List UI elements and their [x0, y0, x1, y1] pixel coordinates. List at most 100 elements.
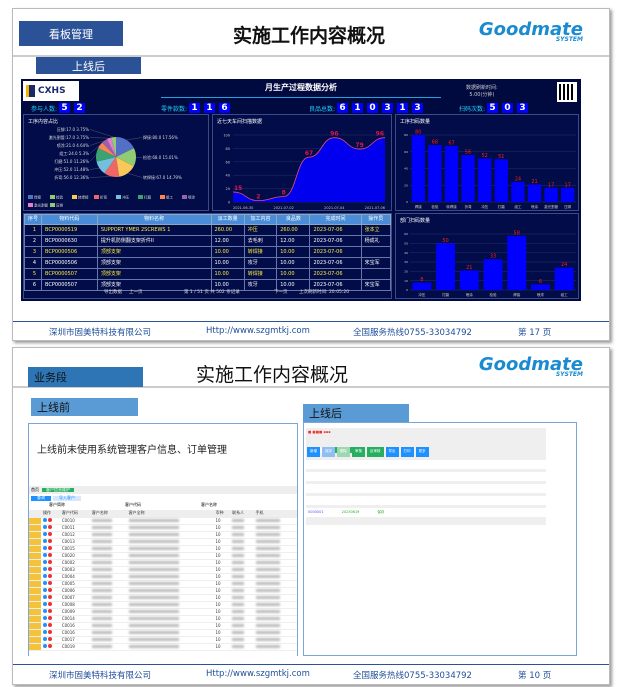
bar[interactable] — [511, 181, 525, 202]
edit-icon[interactable] — [43, 574, 47, 578]
order-row[interactable]: 0000001 20230619 保存 — [306, 508, 546, 517]
legend-label[interactable]: 折弯 — [100, 195, 107, 200]
table-row[interactable]: C0009 10 — [29, 608, 297, 616]
pie-slice[interactable] — [116, 137, 134, 157]
table-row[interactable]: C0016 10 — [29, 629, 297, 637]
delete-icon[interactable] — [48, 644, 53, 648]
bar[interactable] — [544, 187, 558, 202]
edit-icon[interactable] — [43, 595, 47, 599]
legend-swatch[interactable] — [50, 203, 55, 207]
edit-icon[interactable] — [43, 525, 47, 529]
pie-slice[interactable] — [96, 147, 116, 162]
legend-swatch[interactable] — [160, 195, 165, 199]
bar[interactable] — [461, 155, 475, 202]
delete-icon[interactable] — [48, 637, 53, 641]
table-row[interactable]: 3 BCP0000506 顶部支架 10.00 转焊接 10.00 2023-07-06 — [23, 246, 392, 258]
edit-icon[interactable] — [43, 602, 47, 606]
table-row[interactable]: C0004 10 — [29, 573, 297, 581]
row-actions[interactable] — [41, 531, 60, 539]
table-row[interactable]: 2 BCP0000630 提升机防侧翻支架折件II 12.00 去毛刺 12.00 2023… — [23, 235, 392, 247]
table-row[interactable]: C0007 10 — [29, 594, 297, 602]
pie-slice[interactable] — [104, 157, 120, 177]
delete-icon[interactable] — [48, 539, 53, 543]
row-actions[interactable] — [41, 643, 60, 651]
legend-swatch[interactable] — [116, 195, 121, 199]
toolbar-button[interactable]: 新增 — [307, 447, 320, 457]
row-actions[interactable] — [41, 566, 60, 574]
row-actions[interactable] — [41, 524, 60, 532]
bar[interactable] — [411, 135, 425, 202]
legend-label[interactable]: 焊接 — [34, 195, 41, 200]
edit-icon[interactable] — [43, 616, 47, 620]
bar[interactable] — [428, 145, 442, 202]
legend-swatch[interactable] — [50, 195, 55, 199]
bar[interactable] — [494, 159, 508, 202]
toolbar-button[interactable]: 反审核 — [367, 447, 384, 457]
table-row[interactable]: C0013 10 — [29, 538, 297, 546]
row-checkbox[interactable] — [29, 559, 41, 567]
legend-label[interactable]: 打磨 — [144, 195, 151, 200]
edit-icon[interactable] — [43, 644, 47, 648]
row-actions[interactable] — [41, 538, 60, 546]
delete-icon[interactable] — [48, 518, 53, 522]
edit-icon[interactable] — [43, 532, 47, 536]
legend-label[interactable]: 激光割管 — [34, 203, 48, 208]
row-checkbox[interactable] — [29, 594, 41, 602]
legend-label[interactable]: 组工 — [166, 195, 173, 200]
legend-label[interactable]: 喷涂 — [188, 195, 195, 200]
delete-icon[interactable] — [48, 553, 53, 557]
delete-icon[interactable] — [48, 616, 53, 620]
edit-icon[interactable] — [43, 546, 47, 550]
row-checkbox[interactable] — [29, 538, 41, 546]
row-actions[interactable] — [41, 622, 60, 630]
edit-icon[interactable] — [43, 609, 47, 613]
legend-swatch[interactable] — [28, 203, 33, 207]
table-row[interactable]: C0006 10 — [29, 587, 297, 595]
edit-icon[interactable] — [43, 630, 47, 634]
table-row[interactable]: C0008 10 — [29, 601, 297, 609]
pie-slice[interactable] — [116, 148, 136, 167]
footer-url[interactable]: Http://www.szgmtkj.com — [206, 669, 310, 679]
delete-icon[interactable] — [48, 532, 53, 536]
table-row[interactable]: C0019 10 — [29, 643, 297, 651]
toolbar-button[interactable]: 保存 — [322, 447, 335, 457]
pie-slice[interactable] — [106, 137, 116, 157]
pie-slice[interactable] — [116, 157, 134, 177]
row-actions[interactable] — [41, 629, 60, 637]
row-checkbox[interactable] — [29, 524, 41, 532]
row-actions[interactable] — [41, 608, 60, 616]
table-row[interactable]: 5 BCP0000507 顶部支架 10.00 转焊接 10.00 2023-07-06 — [23, 268, 392, 280]
toolbar-button[interactable]: 审核 — [352, 447, 365, 457]
row-checkbox[interactable] — [29, 636, 41, 644]
edit-icon[interactable] — [43, 581, 47, 585]
edit-icon[interactable] — [43, 637, 47, 641]
row-actions[interactable] — [41, 587, 60, 595]
bar[interactable] — [444, 145, 459, 202]
delete-icon[interactable] — [48, 574, 53, 578]
pie-slice[interactable] — [102, 139, 116, 157]
legend-swatch[interactable] — [28, 195, 33, 199]
row-actions[interactable] — [41, 545, 60, 553]
delete-icon[interactable] — [48, 588, 53, 592]
row-checkbox[interactable] — [29, 580, 41, 588]
edit-icon[interactable] — [43, 518, 47, 522]
table-row[interactable]: C0015 10 — [29, 545, 297, 553]
pie-slice[interactable] — [111, 137, 116, 157]
tab-customer-info[interactable]: 客户信息维护 — [42, 488, 74, 492]
edit-icon[interactable] — [43, 539, 47, 543]
delete-icon[interactable] — [48, 525, 53, 529]
export-button[interactable]: 导出数据 — [104, 290, 122, 295]
bar[interactable] — [478, 158, 492, 202]
row-checkbox[interactable] — [29, 566, 41, 574]
legend-label[interactable]: 冲压 — [122, 195, 129, 200]
table-row[interactable]: C0020 10 — [29, 552, 297, 560]
row-checkbox[interactable] — [29, 531, 41, 539]
legend-swatch[interactable] — [182, 195, 187, 199]
row-actions[interactable] — [41, 615, 60, 623]
edit-icon[interactable] — [43, 553, 47, 557]
pie-slice[interactable] — [98, 142, 116, 157]
toolbar-button[interactable]: 删除 — [337, 447, 350, 457]
delete-icon[interactable] — [48, 560, 53, 564]
delete-icon[interactable] — [48, 623, 53, 627]
row-actions[interactable] — [41, 517, 60, 525]
